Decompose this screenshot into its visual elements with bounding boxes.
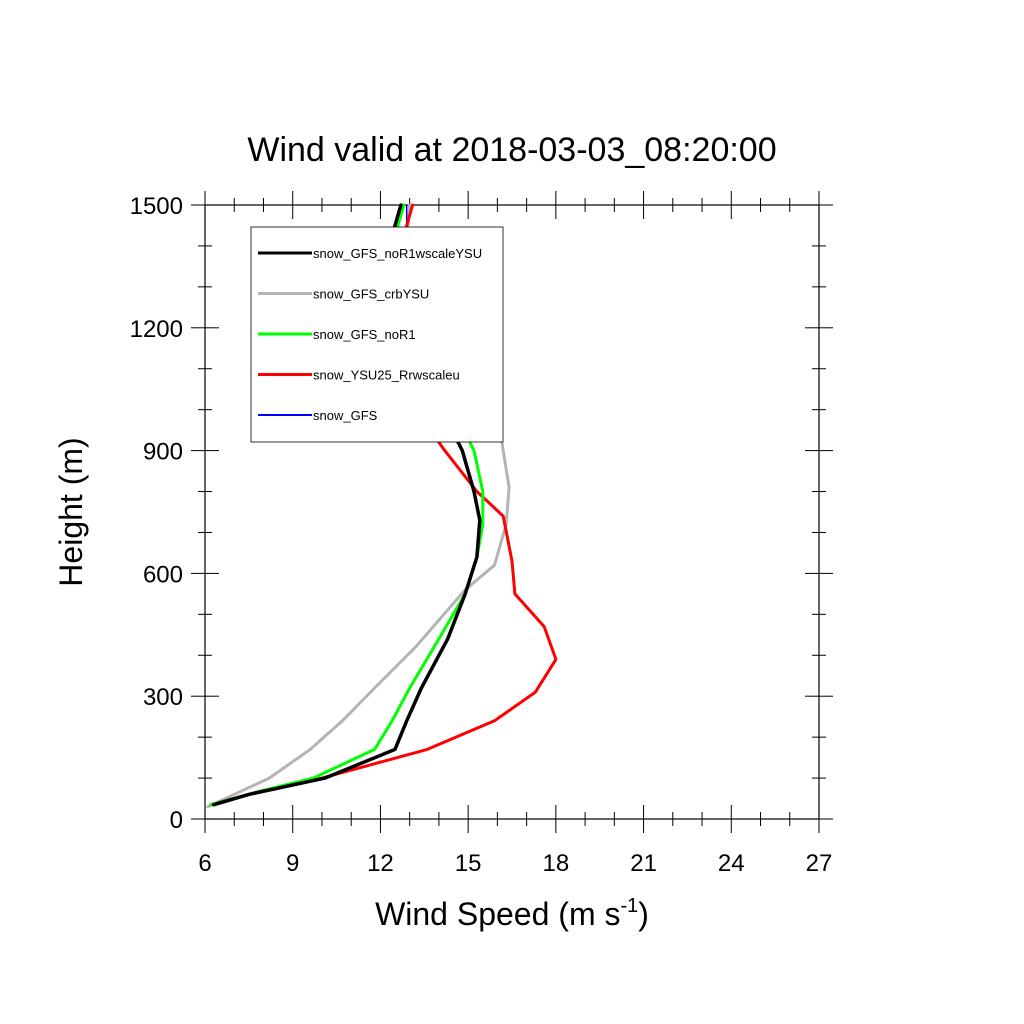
legend-label: snow_GFS_noR1wscaleYSU	[313, 246, 482, 261]
y-tick-label: 300	[143, 684, 183, 711]
chart-title: Wind valid at 2018-03-03_08:20:00	[247, 131, 776, 169]
axis-ticks: 6 9 12 15 18 21 24 27 0 300 600 900 1200 1500	[130, 191, 833, 877]
x-tick-label: 27	[806, 850, 833, 877]
x-tick-label: 6	[198, 850, 211, 877]
y-axis-title: Height (m)	[53, 437, 89, 586]
legend-items: snow_GFS_noR1wscaleYSU snow_GFS_crbYSUsno…	[258, 246, 482, 423]
x-tick-label: 9	[286, 850, 299, 877]
plot-frame	[204, 204, 820, 820]
y-tick-label: 1500	[130, 193, 183, 220]
y-tick-label: 600	[143, 561, 183, 588]
x-tick-label: 18	[543, 850, 570, 877]
x-tick-label: 15	[455, 850, 482, 877]
x-tick-label: 21	[630, 850, 657, 877]
legend-label: snow_GFS	[313, 408, 378, 423]
legend: snow_GFS_noR1wscaleYSU snow_GFS_crbYSUsno…	[250, 226, 504, 443]
x-tick-label: 12	[367, 850, 394, 877]
x-tick-label: 24	[718, 850, 745, 877]
x-axis-title-end: )	[638, 896, 649, 932]
legend-label: snow_YSU25_Rrwscaleu	[313, 368, 460, 383]
y-tick-label: 1200	[130, 316, 183, 343]
y-tick-label: 900	[143, 439, 183, 466]
legend-label: snow_GFS_crbYSU	[313, 287, 429, 302]
x-axis-title-main: Wind Speed (m s	[375, 896, 620, 932]
y-tick-label: 0	[170, 807, 183, 834]
legend-label: snow_GFS_noR1	[313, 327, 416, 342]
x-axis-title-superscript: -1	[620, 895, 638, 917]
x-axis-title: Wind Speed (m s-1)	[375, 895, 649, 932]
